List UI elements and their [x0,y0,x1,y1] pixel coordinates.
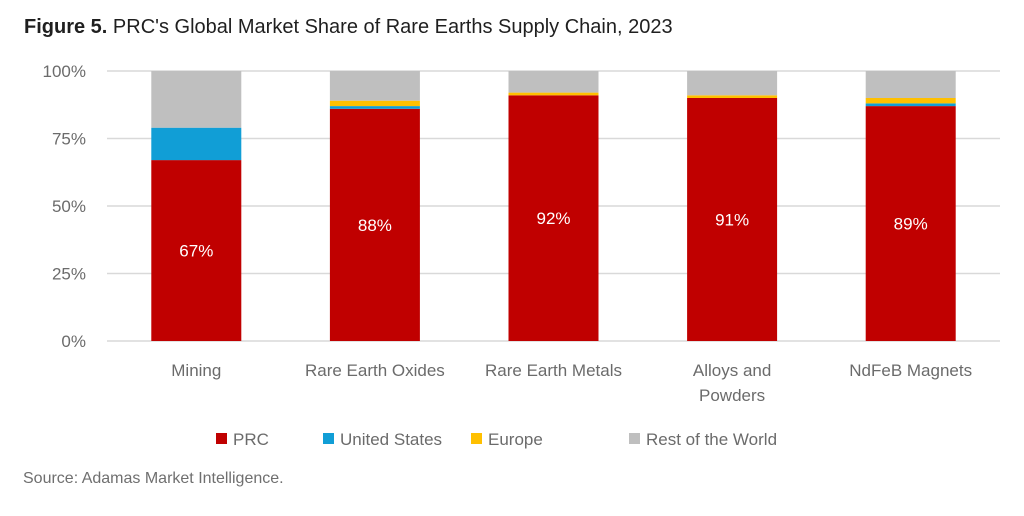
bar-segment-europe [687,95,778,98]
legend-label: Rest of the World [646,430,777,449]
legend: PRC United States Europe Rest of the World [216,430,777,449]
bar-segment-united-states [865,103,956,107]
bar-segment-prc [865,106,956,341]
legend-label: Europe [488,430,543,449]
legend-swatch [471,433,482,444]
bar-segment-united-states [151,127,242,161]
legend-label: United States [340,430,442,449]
y-tick-label: 100% [43,62,86,81]
x-axis-labels: Mining Rare Earth Oxides Rare Earth Metals… [171,361,972,405]
data-label: 67% [179,242,213,261]
bar-segment-united-states [329,106,420,109]
x-category-label: Mining [171,361,221,380]
legend-label: PRC [233,430,269,449]
x-category-label: Rare Earth Metals [485,361,622,380]
title-text: PRC's Global Market Share of Rare Earths… [112,16,673,38]
bar-segment-rest-of-the-world [508,71,599,93]
bars [151,71,956,341]
bar-segment-rest-of-the-world [865,71,956,98]
figure-number: Figure 5. [24,16,108,38]
y-tick-label: 0% [61,332,86,351]
data-labels: 67% 88% 92% 91% 89% [179,209,927,260]
data-label: 88% [358,216,392,235]
data-label: 89% [894,215,928,234]
bar-segment-prc [329,108,420,341]
bar-segment-europe [508,92,599,96]
legend-swatch [629,433,640,444]
legend-swatch [323,433,334,444]
chart-title: Figure 5. PRC's Global Market Share of R… [24,16,673,39]
bar-segment-europe [865,98,956,104]
bar-segment-prc [687,98,778,341]
bar-segment-prc [151,160,242,341]
source-note: Source: Adamas Market Intelligence. [23,470,284,487]
y-axis-ticks: 0% 25% 50% 75% 100% [43,62,86,351]
bar-segment-europe [329,100,420,107]
x-category-label: Rare Earth Oxides [305,361,445,380]
bar-segment-rest-of-the-world [329,71,420,101]
x-category-label: NdFeB Magnets [849,361,972,380]
y-tick-label: 75% [52,130,86,149]
legend-swatch [216,433,227,444]
y-tick-label: 25% [52,265,86,284]
bar-segment-rest-of-the-world [687,71,778,96]
x-category-label: Alloys and [693,361,771,380]
data-label: 91% [715,211,749,230]
x-category-label: Powders [699,386,765,405]
bar-segment-prc [508,95,599,341]
data-label: 92% [536,209,570,228]
bar-segment-rest-of-the-world [151,71,242,128]
y-tick-label: 50% [52,197,86,216]
